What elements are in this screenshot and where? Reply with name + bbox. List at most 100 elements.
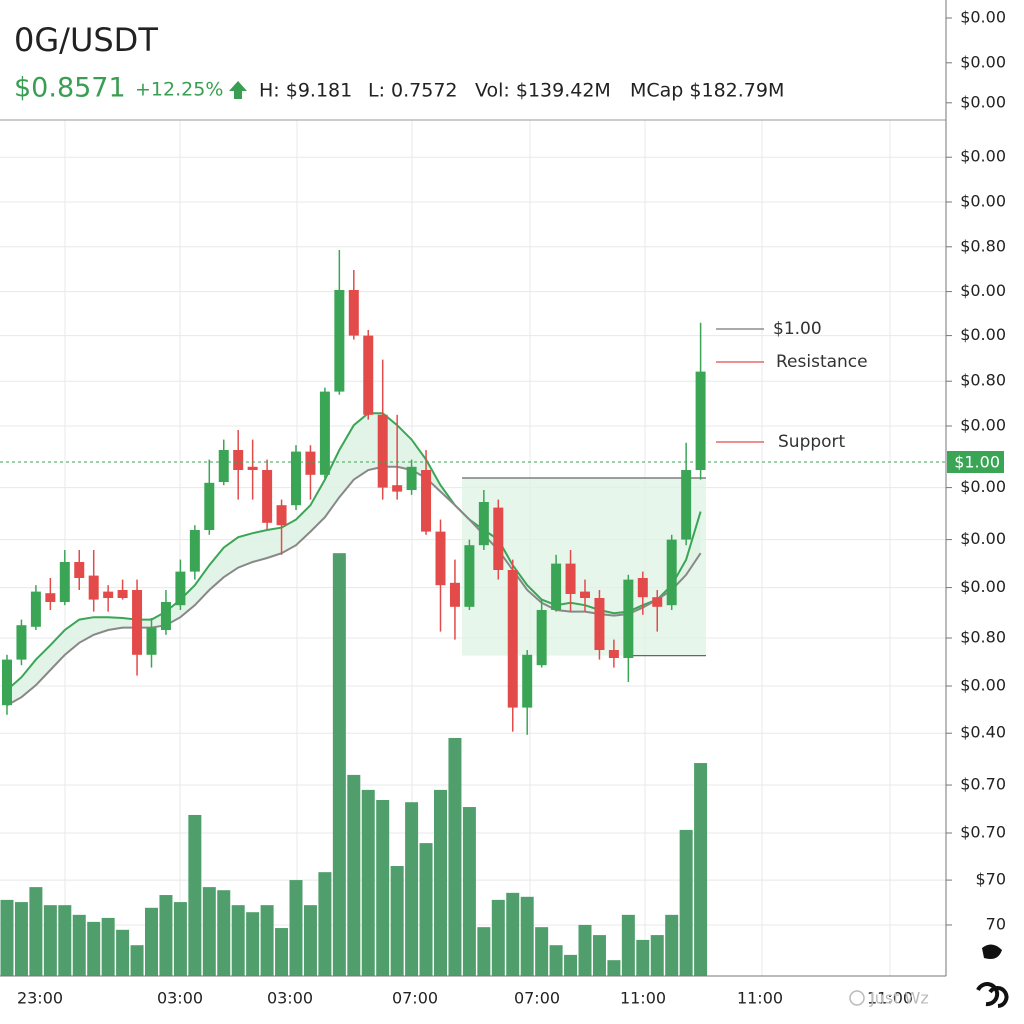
candle-body [464, 545, 475, 607]
candle-body [580, 591, 590, 598]
logo-cg [976, 982, 1009, 1008]
volume-bar [621, 914, 635, 976]
candle-body [189, 530, 200, 572]
candle-body [363, 335, 374, 415]
y-tick-label: $0.00 [960, 192, 1006, 211]
candle-body [117, 590, 128, 598]
volume-bar [173, 902, 187, 976]
volume-bar [650, 935, 664, 976]
volume-bar [564, 954, 578, 976]
volume-bar [231, 905, 245, 976]
volume-bar [116, 929, 130, 976]
header-bg [0, 0, 946, 119]
candle-body [392, 485, 403, 492]
volume-bar [332, 553, 346, 976]
candle-body [608, 650, 619, 658]
candle-body [88, 575, 99, 600]
y2-tick-label: $0.70 [960, 775, 1006, 794]
y2-tick-label: $70 [975, 870, 1006, 889]
candle-body [652, 597, 663, 607]
candle-body [262, 470, 273, 523]
y-tick-label: $0.00 [960, 416, 1006, 435]
candle-body [565, 563, 576, 594]
volume-bar [607, 960, 621, 976]
x-tick-label: 07:00 [514, 989, 560, 1008]
candle-body [406, 466, 417, 490]
candle-body [74, 562, 85, 578]
volume-bar [246, 912, 260, 976]
volume-bar [347, 774, 361, 976]
annotation: Support [778, 432, 846, 452]
volume-bar [477, 927, 491, 976]
y-tick-label: $0.00 [960, 52, 1006, 71]
y-tick-label: $0.00 [960, 325, 1006, 344]
candle-body [233, 450, 244, 470]
low: L: 0.7572 [368, 80, 458, 102]
candle-body [204, 482, 215, 530]
candle-body [507, 570, 518, 708]
volume-bar [0, 899, 14, 976]
volume-bar [289, 880, 303, 976]
x-tick-label: 11:00 [737, 989, 783, 1008]
candle-body [695, 371, 706, 470]
volume-bar [14, 902, 28, 976]
volume-bar [390, 866, 404, 976]
candle-layer [2, 250, 706, 735]
volume-bar [260, 905, 274, 976]
volume-bar [318, 872, 332, 976]
candle-body [681, 470, 692, 540]
change: +12.25% [135, 79, 223, 101]
candle-body [103, 591, 114, 598]
ma-band [7, 413, 701, 706]
candle-body [334, 290, 345, 392]
annotation: $1.00 [773, 319, 822, 339]
volume-bar [448, 737, 462, 976]
candle-body [551, 563, 562, 610]
price: $0.8571 [14, 73, 126, 104]
candle-body [594, 598, 605, 650]
x-tick-label: 07:00 [392, 989, 438, 1008]
candle-body [493, 507, 504, 570]
volume-bar [491, 899, 505, 976]
high: H: $9.181 [259, 80, 352, 102]
candle-body [623, 579, 634, 658]
volume-bar [636, 939, 650, 976]
volume-bar [578, 924, 592, 976]
candle-body [421, 470, 432, 532]
candle-body [2, 659, 12, 706]
candle-body [45, 593, 56, 602]
candle-body [522, 654, 533, 708]
overlay-layer: $0.00 $0.00 $0.00 $0.00 $0.00 $0.80 $0.00 $0.00… [0, 8, 1006, 1008]
volume-bar [58, 905, 72, 976]
x-tick-label: 23:00 [17, 989, 63, 1008]
y-tick-label: $0.00 [960, 8, 1006, 27]
watermark-icon [849, 990, 865, 1006]
volume-bar [159, 895, 173, 976]
candle-body [536, 610, 547, 666]
volume-bar [43, 905, 57, 976]
volume-bar [145, 907, 158, 976]
y-tick-label: $0.00 [960, 676, 1006, 695]
candle-body [16, 625, 27, 660]
volume-bar [130, 945, 144, 976]
volume-bar [361, 789, 375, 976]
current-price-tag [947, 451, 1004, 473]
candle-body [377, 414, 388, 488]
candle-body [666, 539, 677, 606]
annotation: Resistance [776, 352, 868, 372]
candle-body [218, 450, 229, 482]
candle-body [319, 391, 330, 475]
volume-bar [434, 789, 447, 976]
y-tick-label: $0.80 [960, 371, 1006, 390]
volume-bar [72, 914, 86, 976]
volume-bar [376, 800, 390, 976]
volume-bar [419, 843, 433, 976]
candle-body [276, 505, 287, 526]
volume-bar [549, 945, 563, 976]
logo-bird [982, 944, 1002, 959]
volume-bar [405, 802, 419, 976]
volume-bar [87, 921, 101, 976]
candle-body [146, 627, 157, 655]
volume-bar [679, 829, 693, 976]
y-tick-label: $0.80 [960, 236, 1006, 255]
